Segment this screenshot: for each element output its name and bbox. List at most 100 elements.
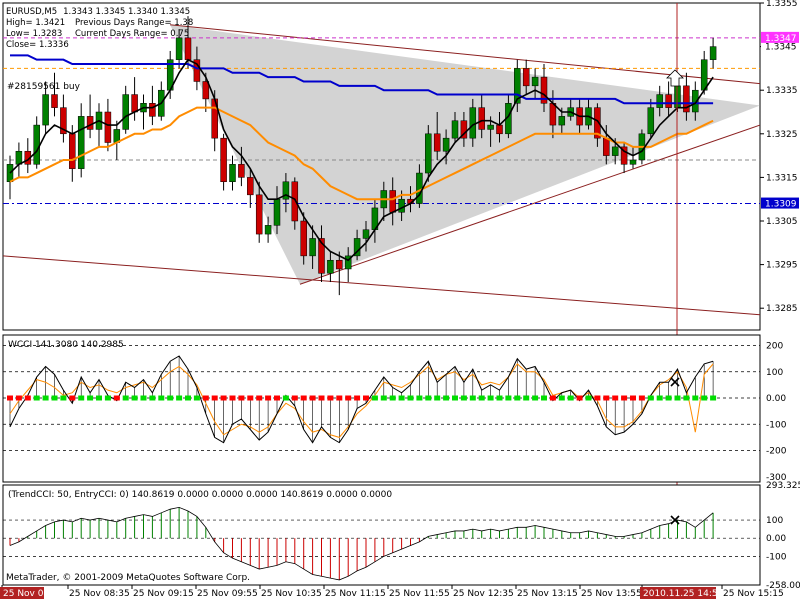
wcci-zero-marker xyxy=(167,395,174,401)
wcci-zero-marker xyxy=(274,395,280,401)
wcci-zero-marker xyxy=(701,395,708,401)
wcci-zero-marker xyxy=(576,395,583,401)
wcci-zero-marker xyxy=(496,395,503,401)
upper-trendline[interactable] xyxy=(169,24,761,85)
bull-candle xyxy=(647,107,655,135)
bear-candle xyxy=(318,238,325,274)
wcci-cci-line xyxy=(9,355,714,444)
bear-candle xyxy=(238,164,245,178)
bull-candle xyxy=(6,164,14,183)
bear-candle xyxy=(60,107,67,135)
bull-candle xyxy=(264,225,272,235)
copyright-text: MetaTrader, © 2001-2009 MetaQuotes Softw… xyxy=(6,573,250,583)
wcci-zero-marker xyxy=(265,395,272,401)
bear-candle xyxy=(389,190,396,213)
wcci-axis: 200 100 0.00 -100 -200 -300 xyxy=(766,342,787,483)
trendcci-levels xyxy=(3,519,760,557)
price-tick-label: 1.3315 xyxy=(766,173,798,183)
wcci-zero-marker xyxy=(638,395,645,401)
wcci-zero-marker xyxy=(60,395,67,401)
bull-candle xyxy=(362,229,370,239)
wcci-zero-marker xyxy=(7,395,13,401)
bull-candle xyxy=(42,94,49,126)
bull-candle xyxy=(656,94,663,108)
wcci-zero-marker xyxy=(621,395,628,401)
bear-candle xyxy=(220,137,227,183)
price-tick-label: 1.3305 xyxy=(766,217,798,227)
wcci-zero-marker xyxy=(238,395,245,401)
wcci-zero-marker xyxy=(131,395,138,401)
trendcci-line xyxy=(9,506,714,581)
price-tick-label: 1.3335 xyxy=(766,86,798,96)
time-highlight-bg xyxy=(0,587,44,599)
bear-candle xyxy=(291,181,299,222)
bull-candle xyxy=(442,137,450,152)
fast-ma-line xyxy=(9,58,714,262)
bear-candle xyxy=(478,107,485,130)
channel-trendline[interactable] xyxy=(2,255,761,316)
wcci-zero-marker xyxy=(674,395,681,401)
wcci-zero-marker xyxy=(665,395,672,401)
lower-trendline[interactable] xyxy=(299,124,761,285)
wcci-pane-frame xyxy=(2,334,761,483)
wcci-zero-marker xyxy=(104,395,111,401)
price-pane[interactable]: 1.3355 1.3345 1.3335 1.3325 1.3315 1.3305 1.32… xyxy=(2,0,799,585)
bull-candle xyxy=(282,181,290,200)
wcci-zero-marker xyxy=(389,395,396,401)
bull-candle xyxy=(629,159,637,165)
bull-candle xyxy=(425,133,432,174)
time-tick-label: 25 Nov 12:35 xyxy=(453,589,514,599)
wcci-zero-marker xyxy=(202,395,209,401)
previous-days-range: Previous Days Range= 1.38 xyxy=(75,18,193,28)
bear-candle xyxy=(460,120,468,139)
wcci-zero-marker xyxy=(487,395,494,401)
wcci-zero-marker xyxy=(336,395,343,401)
trendcci-pane[interactable]: 293.3255 100 0.00 -100 -258.009 (TrendCCI: 5… xyxy=(2,481,800,591)
triangle-fill xyxy=(170,24,760,285)
bull-candle xyxy=(531,76,539,87)
wcci-zero-marker xyxy=(371,395,378,401)
bear-candle xyxy=(594,107,601,139)
wcci-zero-marker xyxy=(425,395,432,401)
bear-candle xyxy=(255,194,263,235)
symbol-ohlc: EURUSD,M5 1.3343 1.3345 1.3340 1.3345 xyxy=(6,7,190,17)
trendcci-tick-label: -100 xyxy=(766,552,787,562)
current-price-label: 1.3347 xyxy=(765,34,797,44)
wcci-zero-marker xyxy=(185,395,191,401)
time-tick-label: 25 Nov 08:35 xyxy=(69,589,130,599)
bear-candle xyxy=(69,133,76,169)
close-value: Close= 1.3336 xyxy=(6,40,69,50)
wcci-zero-marker xyxy=(567,395,574,401)
bull-candle xyxy=(77,116,85,169)
cross-marker-icon xyxy=(670,515,680,525)
wcci-zero-marker xyxy=(69,395,76,401)
bull-candle xyxy=(611,146,619,156)
order-label[interactable]: #28159561 buy xyxy=(7,82,81,92)
wcci-zero-marker xyxy=(363,395,369,401)
wcci-zero-marker xyxy=(416,395,423,401)
bull-candle xyxy=(15,150,23,165)
bull-candle xyxy=(469,107,477,139)
wcci-zero-marker xyxy=(407,395,414,401)
bear-candle xyxy=(496,124,503,135)
bear-candle xyxy=(540,76,548,104)
bear-candle xyxy=(149,103,156,117)
buy-arrow-icon xyxy=(666,69,684,87)
wcci-zero-marker xyxy=(318,395,325,401)
wcci-zero-marker xyxy=(710,395,717,401)
wcci-zero-marker xyxy=(282,395,289,401)
bear-candle xyxy=(665,94,672,108)
triangle-pattern xyxy=(2,24,761,316)
bull-candle xyxy=(353,238,361,257)
bull-candle xyxy=(33,124,40,165)
wcci-zero-marker xyxy=(140,395,147,401)
wcci-pane[interactable]: 200 100 0.00 -100 -200 -300 WCCI 141.3080 140… xyxy=(2,334,787,483)
trendcci-tick-label: 100 xyxy=(766,516,783,526)
bear-candle xyxy=(433,133,441,152)
wcci-tick-label: 100 xyxy=(766,368,783,378)
bull-candle xyxy=(229,164,236,183)
trendcci-tick-label: 293.3255 xyxy=(766,481,800,491)
wcci-zero-marker xyxy=(434,395,441,401)
mid-ma-line xyxy=(9,106,714,201)
